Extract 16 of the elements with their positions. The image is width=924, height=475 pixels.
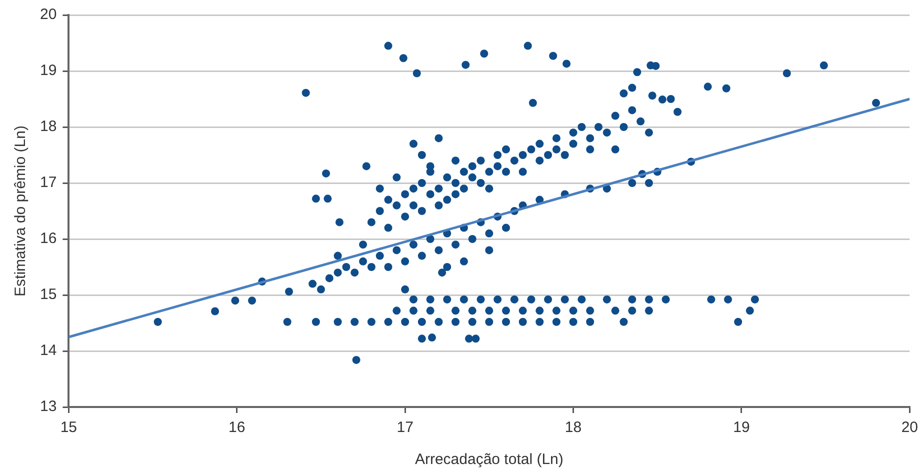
x-tick-label: 18: [564, 419, 582, 436]
x-axis-title: Arrecadação total (Ln): [414, 451, 564, 468]
x-tick-label: 19: [733, 419, 750, 436]
x-tick-label: 16: [228, 419, 246, 436]
y-tick-label: 18: [40, 118, 57, 136]
y-tick-label: 14: [40, 342, 57, 360]
y-tick-label: 16: [40, 230, 57, 248]
y-tick-label: 19: [40, 62, 57, 80]
y-tick-label: 17: [40, 174, 57, 192]
x-tick-label: 15: [60, 419, 78, 436]
y-axis-title: Estimativa do prêmio (Ln): [12, 126, 30, 296]
x-tick-label: 20: [901, 419, 918, 436]
y-tick-label: 20: [40, 6, 57, 24]
y-tick-label: 15: [40, 286, 57, 304]
y-tick-label: 13: [40, 398, 57, 416]
x-tick-label: 17: [396, 419, 414, 436]
